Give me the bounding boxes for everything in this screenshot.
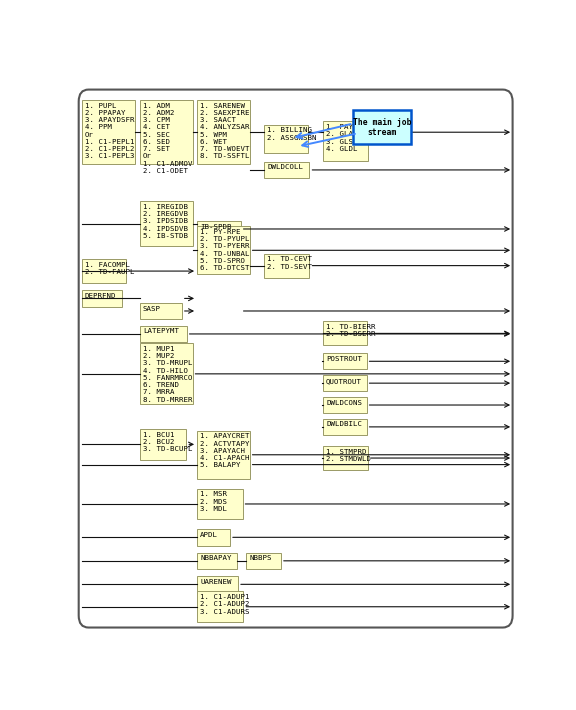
FancyBboxPatch shape — [197, 221, 241, 237]
Text: The main job
stream: The main job stream — [353, 118, 411, 137]
Text: DWLDCONS: DWLDCONS — [326, 400, 362, 405]
Text: QUOTROUT: QUOTROUT — [326, 378, 362, 383]
Text: 1. C1-ADUP1
2. C1-ADUP2
3. C1-ADURS: 1. C1-ADUP1 2. C1-ADUP2 3. C1-ADURS — [200, 594, 249, 615]
Text: 1. MSR
2. MDS
3. MDL: 1. MSR 2. MDS 3. MDL — [200, 491, 227, 512]
FancyBboxPatch shape — [197, 431, 249, 479]
FancyBboxPatch shape — [264, 253, 309, 278]
Text: 1. MUP1
2. MUP2
3. TD-MRUPL
4. TD-HILO
5. FANRMRCO
6. TREND
7. MRRA
8. TD-MRRER: 1. MUP1 2. MUP2 3. TD-MRUPL 4. TD-HILO 5… — [143, 346, 192, 403]
Text: 1. TD-CEVT
2. TD-SEVT: 1. TD-CEVT 2. TD-SEVT — [267, 256, 312, 270]
FancyBboxPatch shape — [353, 110, 411, 144]
Text: SASP: SASP — [143, 305, 161, 312]
Text: 1. STMPRD
2. STMDWLD: 1. STMPRD 2. STMDWLD — [326, 449, 371, 462]
Text: 1. BILLING
2. ASSGNSBN: 1. BILLING 2. ASSGNSBN — [267, 127, 317, 141]
Text: IB-SPDB: IB-SPDB — [200, 224, 232, 229]
FancyBboxPatch shape — [323, 322, 366, 346]
Text: DWLDCOLL: DWLDCOLL — [267, 165, 303, 170]
Text: UARENEW: UARENEW — [200, 579, 232, 585]
Text: 1. IREGIDB
2. IREGDVB
3. IPDSIDB
4. IPDSDVB
5. IB-STDB: 1. IREGIDB 2. IREGDVB 3. IPDSIDB 4. IPDS… — [143, 204, 188, 239]
Text: 1. SARENEW
2. SAEXPIRE
3. SAACT
4. ANLYZSAR
5. WPM
6. WET
7. TD-WOEVT
8. TD-SSFT: 1. SARENEW 2. SAEXPIRE 3. SAACT 4. ANLYZ… — [200, 103, 249, 160]
Text: NBBPS: NBBPS — [249, 555, 272, 562]
Text: NBBAPAY: NBBAPAY — [200, 555, 232, 562]
FancyBboxPatch shape — [264, 162, 309, 178]
Text: POSTROUT: POSTROUT — [326, 356, 362, 362]
FancyBboxPatch shape — [197, 100, 249, 165]
FancyBboxPatch shape — [323, 419, 366, 435]
FancyBboxPatch shape — [140, 201, 192, 246]
FancyBboxPatch shape — [264, 124, 308, 153]
Text: 1. TD-BIERR
2. TD-BSERR: 1. TD-BIERR 2. TD-BSERR — [326, 324, 376, 337]
Text: LATEPYMT: LATEPYMT — [143, 329, 179, 334]
FancyBboxPatch shape — [140, 343, 192, 405]
FancyBboxPatch shape — [323, 375, 366, 391]
FancyBboxPatch shape — [323, 397, 366, 413]
FancyBboxPatch shape — [197, 488, 242, 519]
FancyBboxPatch shape — [197, 529, 230, 545]
FancyBboxPatch shape — [246, 552, 281, 569]
Text: 1. APAYCRET
2. ACTVTAPY
3. APAYACH
4. C1-APACH
5. BALAPY: 1. APAYCRET 2. ACTVTAPY 3. APAYACH 4. C1… — [200, 433, 249, 469]
Text: 1. PY-RPE
2. TD-PYUPL
3. TD-PYERR
4. TD-UNBAL
5. TD-SPRO
6. TD-DTCST: 1. PY-RPE 2. TD-PYUPL 3. TD-PYERR 4. TD-… — [200, 229, 249, 271]
Text: 1. FACOMPL
2. TD-FAUPL: 1. FACOMPL 2. TD-FAUPL — [85, 262, 134, 275]
Text: 1. BCU1
2. BCU2
3. TD-BCUPL: 1. BCU1 2. BCU2 3. TD-BCUPL — [143, 432, 192, 452]
FancyBboxPatch shape — [140, 429, 186, 459]
FancyBboxPatch shape — [323, 353, 366, 369]
FancyBboxPatch shape — [140, 326, 187, 342]
FancyBboxPatch shape — [140, 100, 192, 165]
Text: 1. PAYSPR
2. GLASSIGN
3. GLS
4. GLDL: 1. PAYSPR 2. GLASSIGN 3. GLS 4. GLDL — [326, 124, 376, 152]
FancyBboxPatch shape — [82, 290, 122, 307]
Text: DWLDBILC: DWLDBILC — [326, 422, 362, 427]
FancyBboxPatch shape — [140, 302, 182, 320]
FancyBboxPatch shape — [82, 100, 135, 165]
FancyBboxPatch shape — [197, 552, 237, 569]
FancyBboxPatch shape — [82, 259, 127, 283]
Text: 1. PUPL
2. PPAPAY
3. APAYDSFR
4. PPM
Or
1. C1-PEPL1
2. C1-PEPL2
3. C1-PEPL3: 1. PUPL 2. PPAPAY 3. APAYDSFR 4. PPM Or … — [85, 103, 134, 160]
Text: DEPRFND: DEPRFND — [85, 293, 116, 299]
FancyBboxPatch shape — [79, 89, 513, 628]
FancyBboxPatch shape — [197, 576, 238, 593]
Text: 1. ADM
2. ADM2
3. CPM
4. CET
5. SEC
6. SED
7. SET
Or
1. C1-ADMOV
2. C1-ODET: 1. ADM 2. ADM2 3. CPM 4. CET 5. SEC 6. S… — [143, 103, 192, 174]
Text: APDL: APDL — [200, 532, 218, 538]
FancyBboxPatch shape — [197, 226, 249, 274]
FancyBboxPatch shape — [323, 446, 369, 470]
FancyBboxPatch shape — [197, 591, 244, 622]
FancyBboxPatch shape — [323, 121, 367, 160]
